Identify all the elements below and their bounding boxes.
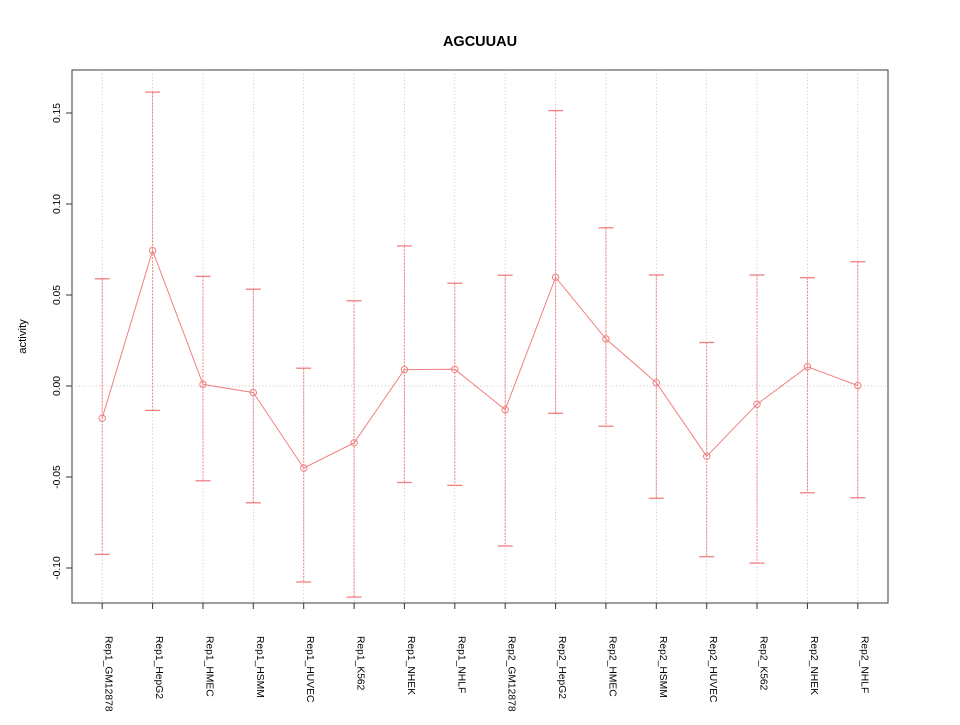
svg-text:0.00: 0.00 bbox=[52, 376, 63, 396]
svg-text:Rep1_GM12878: Rep1_GM12878 bbox=[103, 636, 114, 712]
svg-text:Rep2_HMEC: Rep2_HMEC bbox=[606, 636, 617, 697]
svg-text:AGCUUAU: AGCUUAU bbox=[443, 34, 517, 50]
svg-text:0.10: 0.10 bbox=[52, 194, 63, 214]
svg-text:Rep1_HSMM: Rep1_HSMM bbox=[254, 636, 265, 698]
svg-text:Rep1_HMEC: Rep1_HMEC bbox=[204, 636, 215, 697]
svg-text:activity: activity bbox=[17, 319, 29, 354]
svg-text:Rep2_HUVEC: Rep2_HUVEC bbox=[707, 636, 718, 703]
svg-text:Rep1_HepG2: Rep1_HepG2 bbox=[153, 636, 164, 699]
svg-text:Rep2_K562: Rep2_K562 bbox=[758, 636, 769, 691]
svg-text:Rep1_HUVEC: Rep1_HUVEC bbox=[304, 636, 315, 703]
svg-text:Rep1_K562: Rep1_K562 bbox=[355, 636, 366, 691]
svg-text:Rep2_NHEK: Rep2_NHEK bbox=[808, 636, 819, 695]
svg-text:0.05: 0.05 bbox=[52, 285, 63, 305]
svg-text:0.15: 0.15 bbox=[52, 103, 63, 123]
svg-text:Rep2_HepG2: Rep2_HepG2 bbox=[556, 636, 567, 699]
svg-text:-0.10: -0.10 bbox=[52, 556, 63, 580]
svg-text:Rep1_NHEK: Rep1_NHEK bbox=[405, 636, 416, 695]
svg-text:Rep2_NHLF: Rep2_NHLF bbox=[858, 636, 869, 693]
svg-text:Rep2_GM12878: Rep2_GM12878 bbox=[506, 636, 517, 712]
svg-text:Rep1_NHLF: Rep1_NHLF bbox=[455, 636, 466, 693]
svg-text:-0.05: -0.05 bbox=[52, 465, 63, 489]
svg-text:Rep2_HSMM: Rep2_HSMM bbox=[657, 636, 668, 698]
